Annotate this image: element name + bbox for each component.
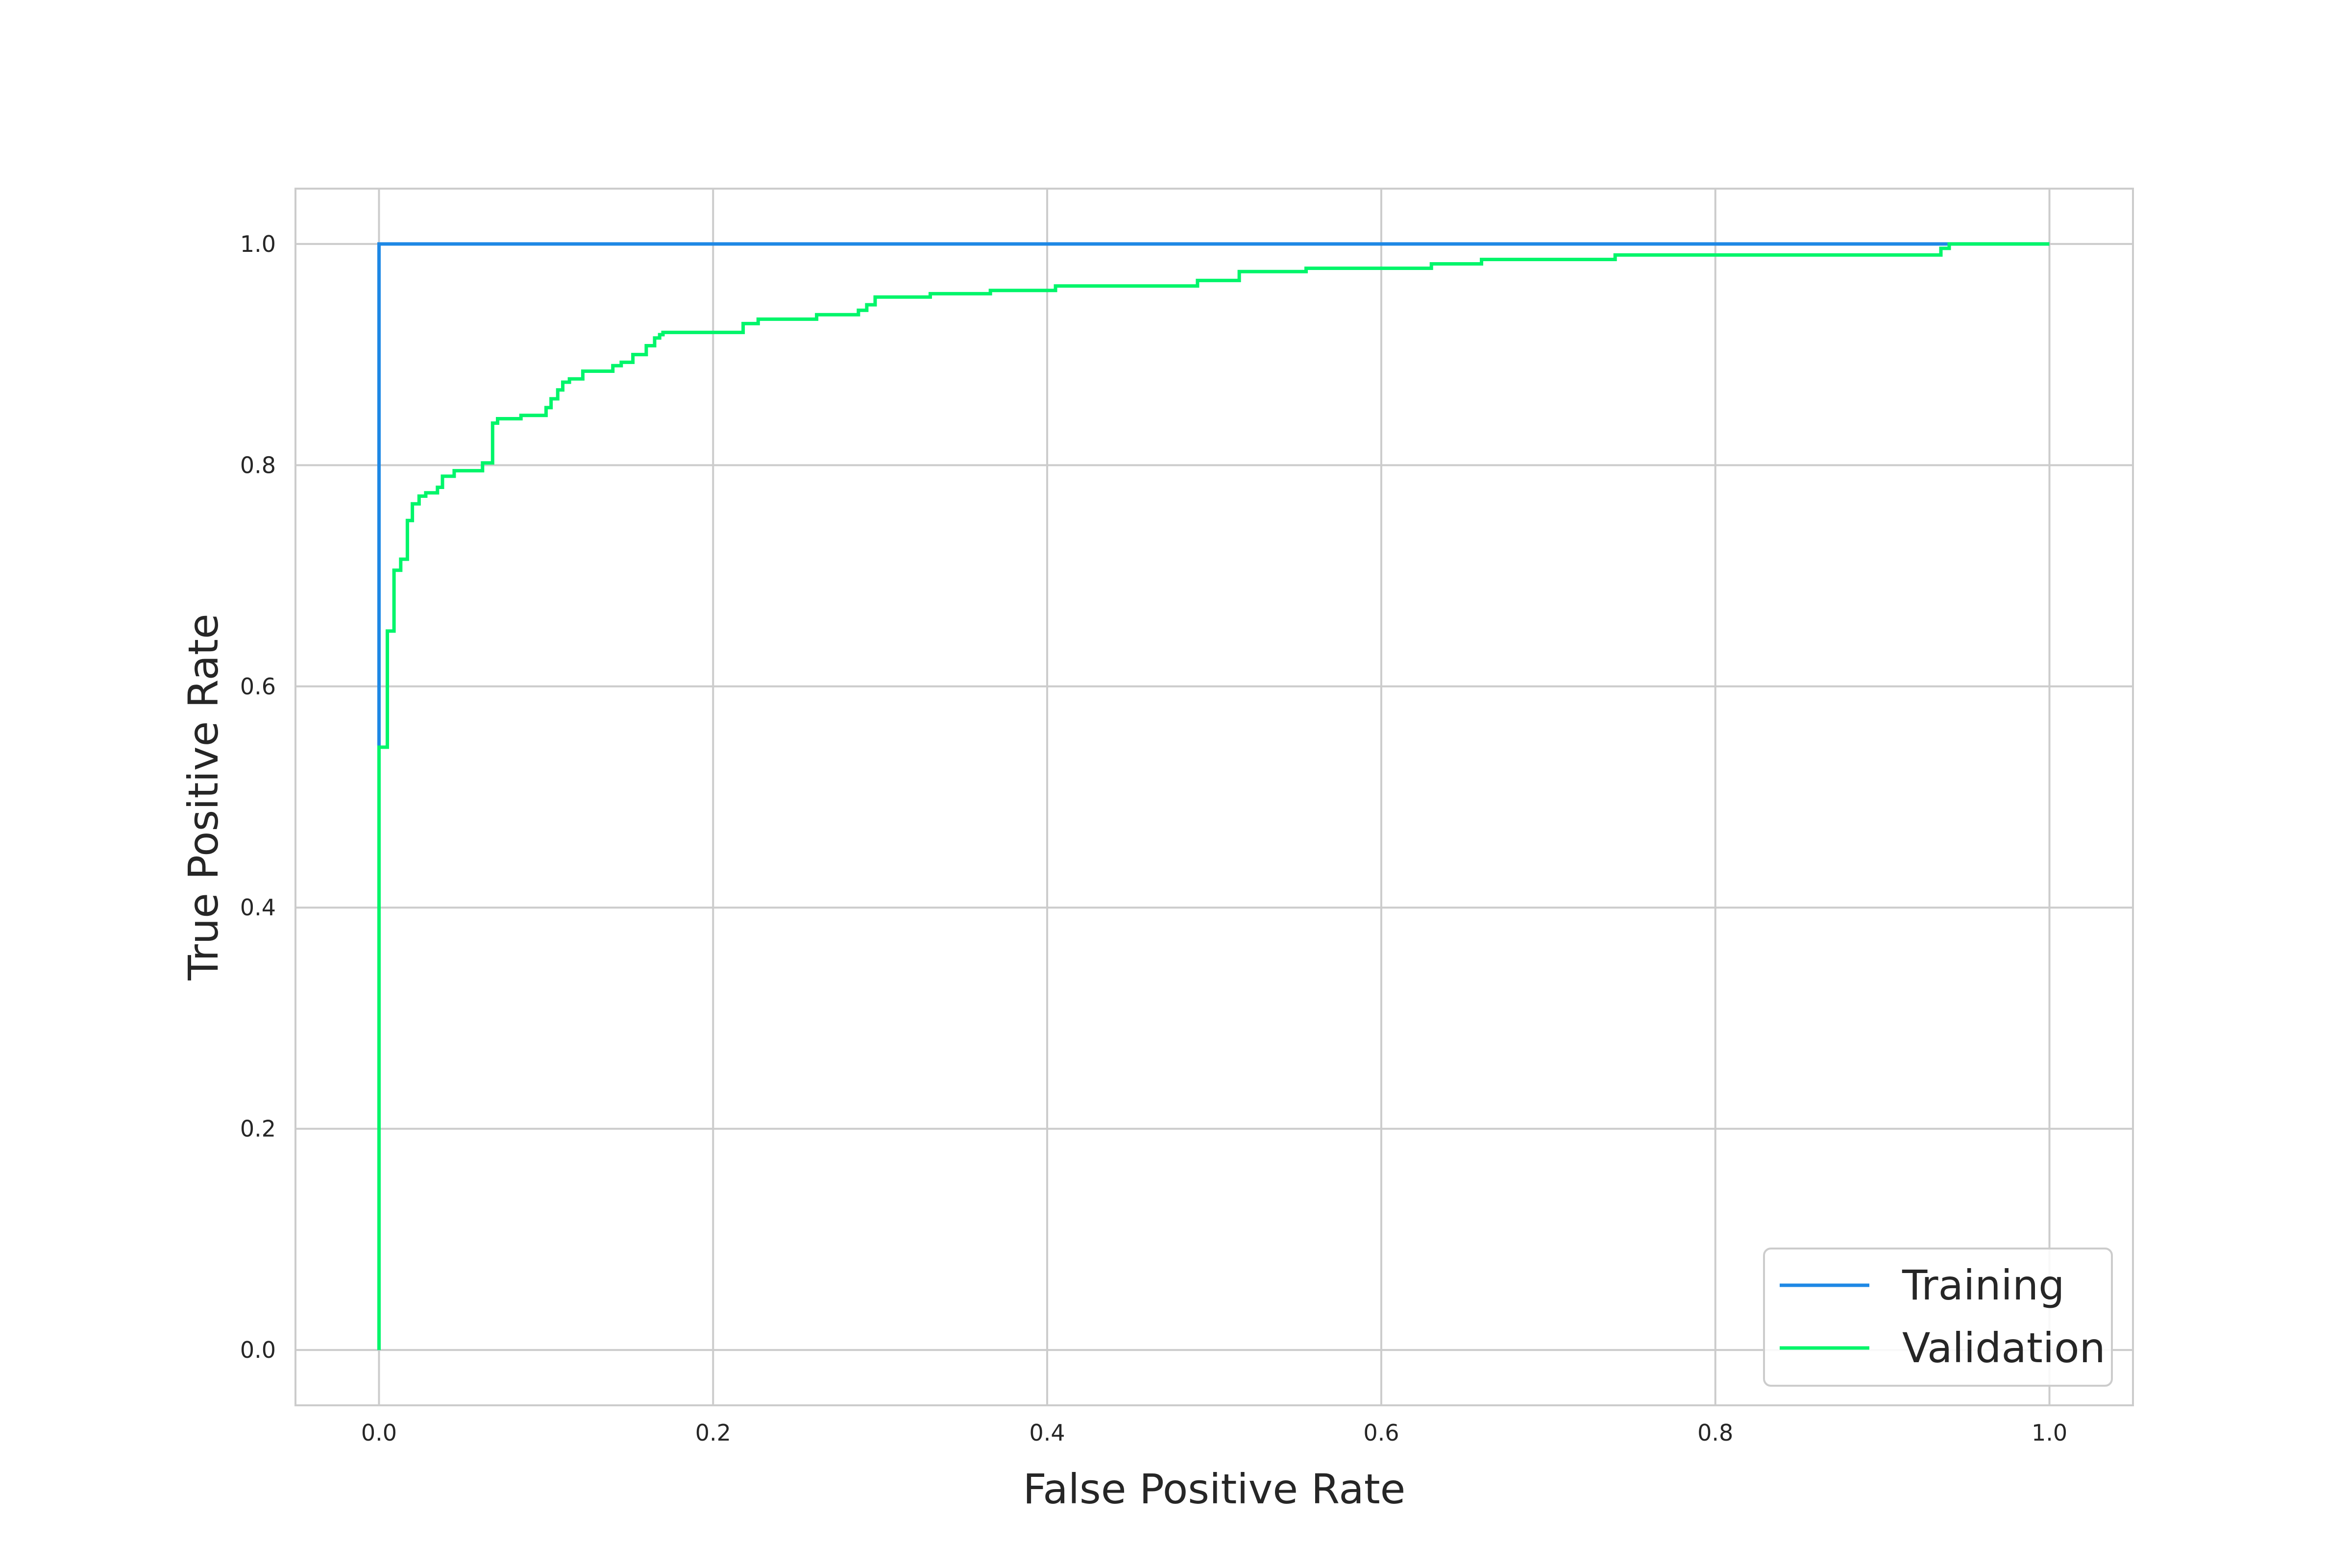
- x-tick-label: 0.8: [1697, 1420, 1733, 1446]
- x-tick-label: 0.6: [1363, 1420, 1399, 1446]
- plot-area-frame: [294, 188, 2134, 1406]
- grid: [295, 189, 2133, 1405]
- x-tick-label: 1.0: [2032, 1420, 2067, 1446]
- y-tick-labels: 0.0 0.2 0.4 0.6 0.8 1.0: [240, 231, 276, 1363]
- x-tick-label: 0.2: [695, 1420, 731, 1446]
- y-tick-label: 0.4: [240, 894, 276, 921]
- series-layer: [377, 242, 2050, 1350]
- x-tick-label: 0.0: [361, 1420, 397, 1446]
- y-tick-label: 0.2: [240, 1116, 276, 1142]
- y-tick-label: 1.0: [240, 231, 276, 257]
- validation-line: [377, 242, 2050, 1350]
- legend-label-training: Training: [1902, 1261, 2064, 1309]
- y-tick-label: 0.8: [240, 452, 276, 478]
- legend-box: [1763, 1248, 2113, 1387]
- legend: Training Validation: [1763, 1248, 2113, 1387]
- legend-label-validation: Validation: [1902, 1324, 2106, 1372]
- x-tick-label: 0.4: [1029, 1420, 1065, 1446]
- y-axis-label: True Positive Rate: [179, 613, 227, 980]
- y-tick-label: 0.0: [240, 1337, 276, 1363]
- x-tick-labels: 0.0 0.2 0.4 0.6 0.8 1.0: [361, 1420, 2067, 1446]
- y-tick-label: 0.6: [240, 673, 276, 700]
- x-axis-label: False Positive Rate: [1023, 1465, 1406, 1513]
